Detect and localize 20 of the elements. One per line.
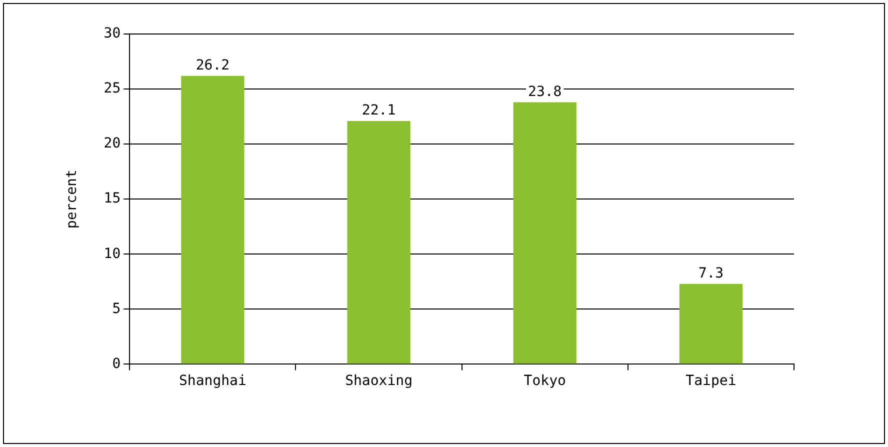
data-label: 22.1 — [362, 102, 396, 119]
data-label: 23.8 — [528, 84, 562, 100]
y-tick-label: 15 — [104, 190, 121, 207]
bar — [513, 102, 576, 364]
bar — [679, 284, 743, 364]
y-tick-label: 10 — [104, 246, 121, 262]
x-tick-label: Shaoxing — [345, 373, 413, 390]
y-tick-label: 20 — [104, 136, 121, 152]
y-tick-label: 5 — [112, 300, 121, 317]
x-tick-label: Shanghai — [178, 373, 246, 390]
x-tick-label: Taipei — [686, 373, 736, 390]
y-tick-label: 25 — [104, 80, 121, 97]
bar — [347, 120, 410, 364]
y-tick-label: 30 — [104, 26, 121, 42]
data-label: 7.3 — [698, 265, 724, 282]
data-label: 26.2 — [196, 57, 230, 74]
y-tick-label: 0 — [112, 356, 121, 372]
x-tick-label: Tokyo — [524, 373, 566, 390]
y-axis-title: percent — [64, 170, 80, 229]
bar — [181, 76, 244, 364]
